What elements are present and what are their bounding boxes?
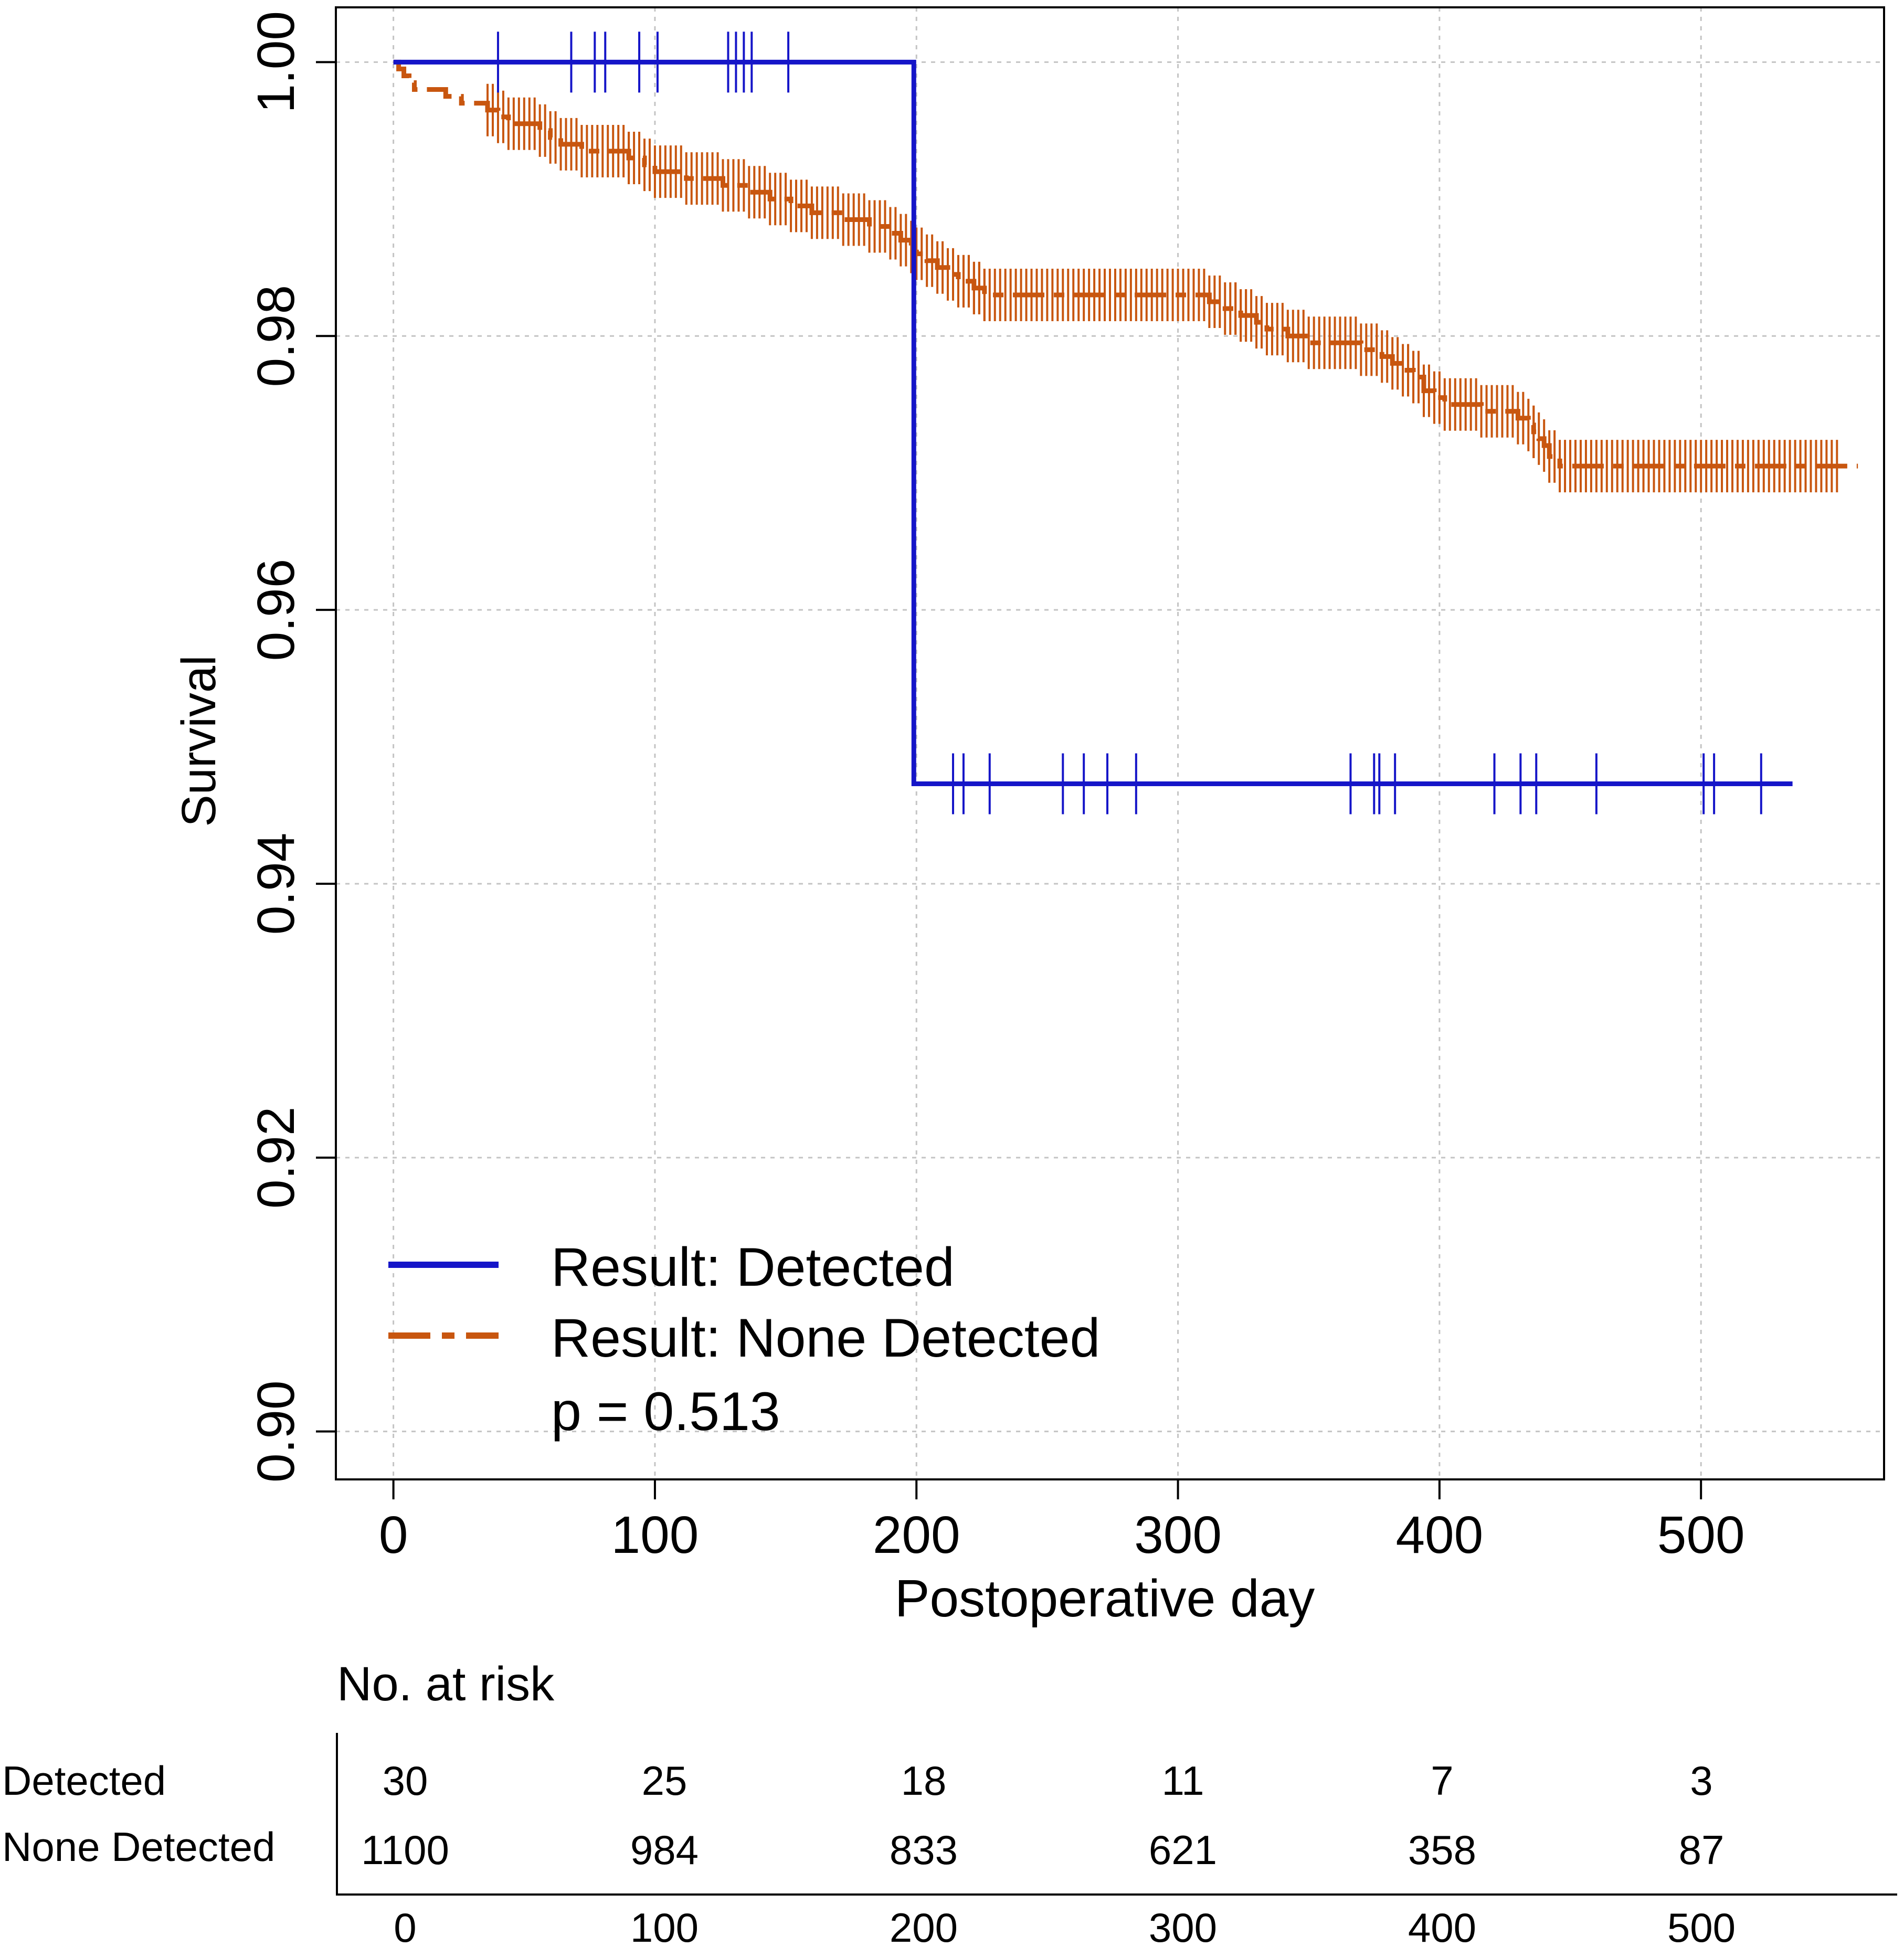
y-axis-label: Survival (172, 655, 226, 827)
risk-value: 3 (1690, 1758, 1712, 1804)
plot-curves (393, 31, 1858, 814)
y-tick-label: 0.98 (247, 285, 305, 387)
plot-frame (335, 6, 1885, 1480)
y-tick-label: 0.94 (247, 833, 305, 935)
curve-detected (393, 59, 1793, 786)
series-detected (393, 31, 1793, 814)
y-tick-label: 0.96 (247, 559, 305, 661)
risk-value: 18 (901, 1758, 947, 1804)
y-tick-label: 0.92 (247, 1106, 305, 1209)
x-tick-label: 0 (379, 1506, 408, 1564)
legend-entry-detected: Result: Detected (551, 1237, 955, 1298)
x-tick-label: 200 (873, 1506, 960, 1564)
y-tick-label: 1.00 (247, 11, 305, 113)
legend: Result: Detected Result: None Detected p… (388, 1237, 1100, 1442)
axes: 0 100 200 300 400 500 0.90 0.92 0.94 0.96 0.98 1.00 (247, 11, 1745, 1564)
risk-table-values: 30 25 18 11 7 3 1100 984 833 621 358 87 0 100 200 300 40… (361, 1758, 1736, 1947)
risk-value: 30 (383, 1758, 428, 1804)
risk-table-title: No. at risk (337, 1657, 555, 1711)
risk-value: 621 (1149, 1827, 1217, 1873)
risk-value: 87 (1679, 1827, 1725, 1873)
curve-none-detected (393, 59, 1858, 469)
risk-value: 11 (1162, 1758, 1204, 1804)
risk-value: 833 (890, 1827, 958, 1873)
legend-entry-none-detected: Result: None Detected (551, 1308, 1100, 1369)
risk-time-label: 100 (630, 1904, 699, 1947)
x-tick-label: 100 (611, 1506, 699, 1564)
p-value-annotation: p = 0.513 (551, 1381, 780, 1442)
x-tick-label: 300 (1134, 1506, 1222, 1564)
risk-time-label: 300 (1149, 1904, 1217, 1947)
x-axis-label: Postoperative day (895, 1569, 1315, 1628)
risk-time-label: 400 (1408, 1904, 1476, 1947)
risk-row-label-detected: Detected (2, 1758, 166, 1804)
risk-time-label: 0 (394, 1904, 416, 1947)
x-tick-label: 500 (1657, 1506, 1745, 1564)
series-none-detected (393, 59, 1858, 493)
risk-value: 1100 (361, 1827, 449, 1873)
risk-value: 358 (1408, 1827, 1476, 1873)
risk-row-label-none-detected: None Detected (2, 1824, 275, 1870)
y-tick-label: 0.90 (247, 1380, 305, 1483)
x-tick-label: 400 (1395, 1506, 1483, 1564)
risk-time-label: 500 (1667, 1904, 1736, 1947)
risk-value: 25 (642, 1758, 687, 1804)
risk-table: No. at risk Detected None Detected 30 25 1… (2, 1657, 1897, 1947)
risk-value: 7 (1431, 1758, 1453, 1804)
risk-value: 984 (630, 1827, 699, 1873)
risk-time-label: 200 (890, 1904, 958, 1947)
